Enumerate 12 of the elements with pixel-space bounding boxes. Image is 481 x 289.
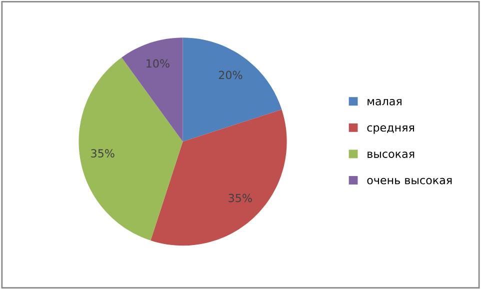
pie-slice: [78, 57, 183, 241]
data-label: 10%: [146, 59, 170, 68]
pie-slice: [182, 38, 282, 142]
legend-label: высокая: [368, 152, 414, 158]
data-label: 35%: [228, 194, 252, 202]
legend-label: очень высокая: [367, 178, 452, 184]
legend-label: средняя: [367, 125, 414, 134]
pie-slice: [122, 38, 183, 142]
legend-label: малая: [368, 98, 402, 106]
pie-slice: [150, 109, 287, 246]
data-label: 35%: [91, 149, 114, 158]
data-label: 20%: [218, 70, 242, 80]
